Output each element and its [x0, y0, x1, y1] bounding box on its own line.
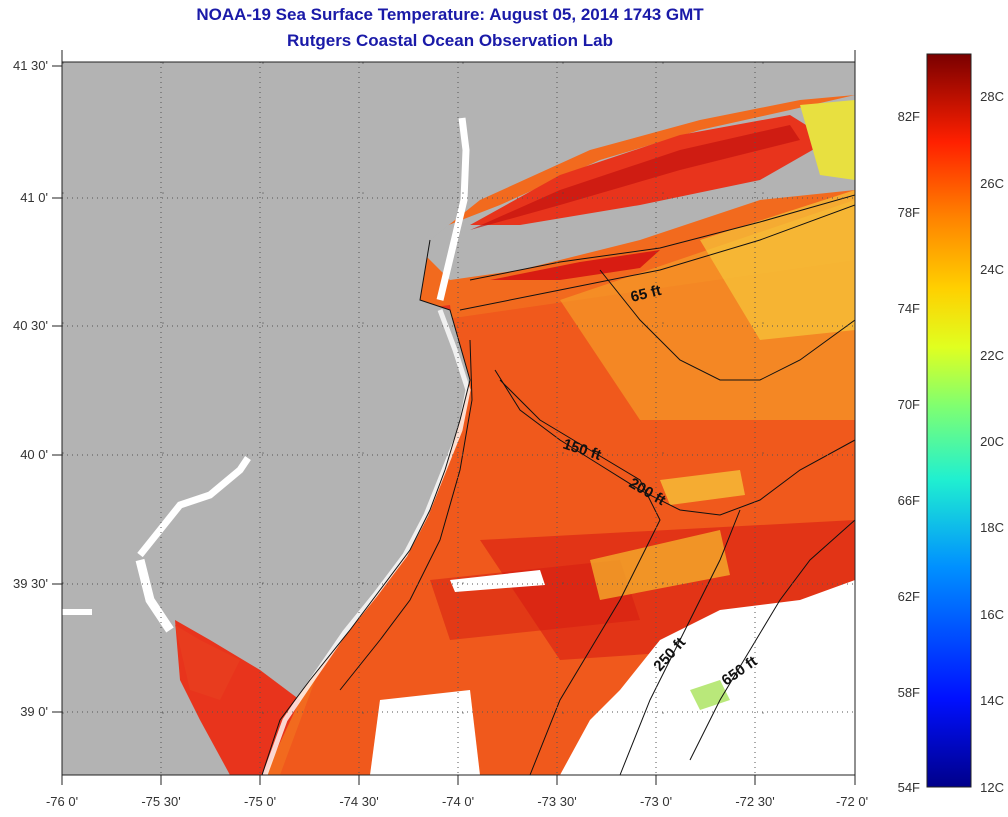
temperature-colorbar — [926, 53, 972, 788]
x-tick-label: -76 0' — [46, 794, 78, 809]
x-tick-label: -73 30' — [537, 794, 576, 809]
colorbar-f-label: 82F — [898, 109, 920, 124]
y-tick-label: 39 0' — [20, 704, 48, 719]
x-tick-label: -75 0' — [244, 794, 276, 809]
colorbar-f-label: 70F — [898, 397, 920, 412]
colorbar-c-label: 14C — [980, 693, 1004, 708]
colorbar-f-label: 66F — [898, 493, 920, 508]
colorbar-c-label: 20C — [980, 434, 1004, 449]
colorbar-fahrenheit-labels: 82F 78F 74F 70F 66F 62F 58F 54F — [898, 109, 920, 795]
x-tick-label: -74 0' — [442, 794, 474, 809]
colorbar-f-label: 54F — [898, 780, 920, 795]
y-tick-label: 41 0' — [20, 190, 48, 205]
y-tick-label: 40 0' — [20, 447, 48, 462]
y-tick-label: 40 30' — [13, 318, 48, 333]
colorbar-celsius-labels: 28C 26C 24C 22C 20C 18C 16C 14C 12C — [980, 89, 1004, 795]
colorbar-c-label: 26C — [980, 176, 1004, 191]
colorbar-f-label: 58F — [898, 685, 920, 700]
colorbar-c-label: 24C — [980, 262, 1004, 277]
y-tick-label: 41 30' — [13, 58, 48, 73]
map-area: 65 ft 150 ft 200 ft 250 ft 650 ft — [62, 62, 855, 775]
colorbar-f-label: 62F — [898, 589, 920, 604]
x-axis-labels: -76 0' -75 30' -75 0' -74 30' -74 0' -73… — [46, 794, 868, 809]
graticule-lines — [62, 62, 855, 775]
x-tick-label: -74 30' — [339, 794, 378, 809]
colorbar-c-label: 12C — [980, 780, 1004, 795]
y-axis-labels: 41 30' 41 0' 40 30' 40 0' 39 30' 39 0' — [13, 58, 48, 719]
x-tick-label: -73 0' — [640, 794, 672, 809]
graticule — [62, 62, 855, 775]
map-title: NOAA-19 Sea Surface Temperature: August … — [196, 5, 704, 24]
axis-ticks — [52, 50, 856, 785]
map-subtitle: Rutgers Coastal Ocean Observation Lab — [287, 31, 613, 50]
colorbar-c-label: 28C — [980, 89, 1004, 104]
x-tick-label: -72 30' — [735, 794, 774, 809]
y-tick-label: 39 30' — [13, 576, 48, 591]
contour-label-65ft: 65 ft — [629, 282, 663, 306]
colorbar-f-label: 78F — [898, 205, 920, 220]
colorbar-c-label: 18C — [980, 520, 1004, 535]
x-tick-label: -75 30' — [141, 794, 180, 809]
x-tick-label: -72 0' — [836, 794, 868, 809]
colorbar-c-label: 16C — [980, 607, 1004, 622]
colorbar-c-label: 22C — [980, 348, 1004, 363]
colorbar-f-label: 74F — [898, 301, 920, 316]
